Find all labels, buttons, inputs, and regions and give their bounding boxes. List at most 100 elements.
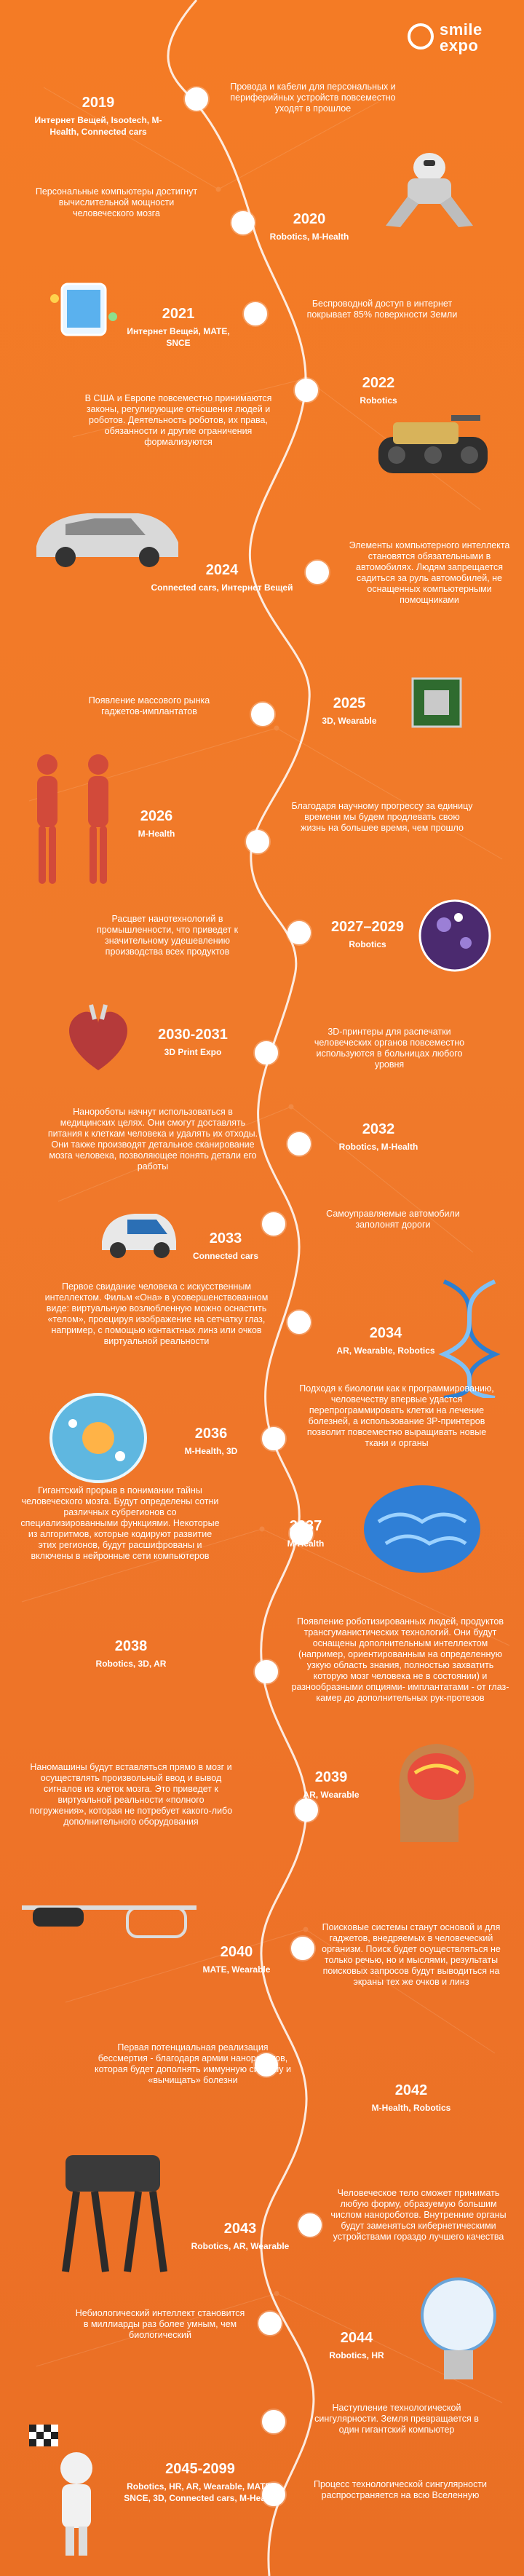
entry-2036: 2036 M-Health, 3D <box>167 1426 255 1457</box>
entry-2027-2029-description: Расцвет нанотехнологий в промышленности,… <box>96 914 239 957</box>
smart-glasses-icon <box>22 1905 196 1938</box>
entry-2024: 2024 Connected cars, Интернет Вещей <box>138 562 306 593</box>
year-label: 2044 <box>340 2330 373 2346</box>
entry-2038-description: Появление роботизированных людей, продук… <box>291 1616 509 1703</box>
tech-tags: Connected cars, Интернет Вещей <box>151 582 293 593</box>
tech-tags: Robotics, M-Health <box>338 1142 418 1152</box>
entry-2045-2099: 2045-2099 Robotics, HR, AR, Wearable, MA… <box>124 2461 277 2504</box>
year-label: 2019 <box>82 95 115 111</box>
timeline-dot-2044 <box>258 2312 282 2335</box>
brain-icon <box>364 1485 480 1573</box>
tech-tags: Robotics, M-Health <box>269 232 349 242</box>
tech-tags: Robotics, AR, Wearable <box>191 2241 290 2251</box>
year-label: 2021 <box>162 306 195 322</box>
entry-2022: 2022 Robotics <box>342 375 415 406</box>
tech-tags: MATE, Wearable <box>202 1964 271 1975</box>
entry-2037: 2037 M-Health <box>269 1518 342 1549</box>
entry-2021-description: Беспроводной доступ в интернет покрывает… <box>306 299 458 320</box>
year-label: 2025 <box>333 695 366 711</box>
timeline-dot-2040 <box>291 1937 314 1960</box>
year-label: 2037 <box>289 1518 322 1534</box>
entry-2020-description: Персональные компьютеры достигнут вычисл… <box>35 186 198 218</box>
timeline-dot-2024 <box>306 561 329 584</box>
entry-2026-description: Благодаря научному прогрессу за единицу … <box>291 801 473 833</box>
tech-tags: Интернет Вещей, Isootech, M-Health, Conn… <box>34 115 162 137</box>
year-label: 2030-2031 <box>158 1027 228 1043</box>
tech-tags: M-Health, Robotics <box>371 2103 451 2113</box>
timeline-dot-2027-2029 <box>287 921 311 944</box>
year-label: 2039 <box>314 1769 348 1785</box>
tech-tags: M-Health, 3D <box>184 1446 238 1456</box>
car-icon <box>36 513 178 567</box>
tech-tags: M-Health <box>138 829 175 839</box>
timeline-dot-2020 <box>231 211 255 234</box>
timeline-dot-2043 <box>298 2213 322 2237</box>
chip-icon <box>411 677 462 728</box>
entry-2030-2031: 2030-2031 3D Print Expo <box>146 1027 240 1058</box>
logo-line-1: smile <box>440 20 483 39</box>
nanosphere-icon <box>418 899 491 972</box>
tech-tags: Robotics <box>360 395 397 406</box>
dna-icon <box>438 1279 501 1398</box>
year-label: 2024 <box>205 562 239 578</box>
timeline-dot-2021 <box>244 302 267 325</box>
finish-robot-icon <box>29 2425 92 2556</box>
tech-tags: 3D, Wearable <box>322 716 377 726</box>
entry-2021: 2021 Интернет Вещей, MATE, SNCE <box>116 306 240 349</box>
entry-2043: 2043 Robotics, AR, Wearable <box>182 2221 298 2252</box>
timeline-dot-2036 <box>262 1427 285 1450</box>
timeline-dot-2025 <box>251 703 274 726</box>
tech-tags: 3D Print Expo <box>164 1047 222 1057</box>
entry-2045-2099-description: Наступление технологической сингулярност… <box>314 2403 479 2435</box>
timeline-dot-2037 <box>290 1522 313 1545</box>
year-label: 2020 <box>293 211 326 227</box>
timeline-dot-2030-2031 <box>255 1041 278 1064</box>
year-label: 2032 <box>362 1121 395 1137</box>
lightbulb-icon <box>421 2277 496 2379</box>
entry-2032: 2032 Robotics, M-Health <box>328 1121 429 1153</box>
entry-2026: 2026 M-Health <box>127 808 186 839</box>
entry-2038: 2038 Robotics, 3D, AR <box>80 1638 182 1670</box>
entry-2025: 2025 3D, Wearable <box>306 695 393 727</box>
year-label: 2042 <box>394 2082 428 2098</box>
timeline-dot-2034 <box>287 1311 311 1334</box>
anatomy-icon <box>37 754 108 884</box>
tech-tags: AR, Wearable <box>303 1790 360 1800</box>
entry-2037-description: Гигантский прорыв в понимании тайны чело… <box>20 1485 220 1561</box>
year-label: 2043 <box>223 2221 257 2237</box>
entry-2036-description: Подходя к биологии как к программировани… <box>299 1383 494 1448</box>
year-label: 2038 <box>114 1638 148 1654</box>
smile-logo-icon <box>408 23 434 50</box>
timeline-dot-2026 <box>246 830 269 853</box>
tech-tags: Robotics, HR <box>329 2350 384 2360</box>
tech-tags: AR, Wearable, Robotics <box>336 1346 435 1356</box>
tech-tags: Robotics, 3D, AR <box>95 1659 167 1669</box>
entry-2033-description: Самоуправляемые автомобили заполонят дор… <box>326 1209 460 1230</box>
tank-robot-icon <box>378 415 488 473</box>
entry-2044-description: Небиологический интеллект становится в м… <box>75 2308 245 2340</box>
entry-2024-description: Элементы компьютерного интеллекта станов… <box>349 540 510 605</box>
crouching-robot-icon <box>386 153 473 227</box>
year-label: 2022 <box>362 375 395 391</box>
entry-2020: 2020 Robotics, M-Health <box>255 211 364 242</box>
year-label: 2036 <box>194 1426 228 1442</box>
entry-2040: 2040 MATE, Wearable <box>193 1944 280 1975</box>
timeline-dot-2045-2099 <box>262 2410 285 2433</box>
cell-icon <box>49 1393 147 1483</box>
smile-expo-logo: smile expo <box>408 20 502 57</box>
year-label: 2033 <box>209 1230 242 1246</box>
timeline-dot-2042 <box>255 2053 278 2077</box>
head-scan-icon <box>399 1744 475 1842</box>
entry-2027-2029: 2027–2029 Robotics <box>320 919 415 950</box>
entry-2034-description: Первое свидание человека с искусственным… <box>44 1281 269 1346</box>
robot-dog-icon <box>62 2155 167 2272</box>
tech-tags: Robotics <box>349 939 386 949</box>
smartphone-icon <box>50 283 117 336</box>
tech-tags: M-Health <box>287 1538 325 1549</box>
entry-2022-description: В США и Европе повсеместно принимаются з… <box>84 393 272 447</box>
entry-2033: 2033 Connected cars <box>182 1230 269 1262</box>
entry-2019: 2019 Интернет Вещей, Isootech, M-Health,… <box>22 95 175 138</box>
entry-2045-2099-description-2: Процесс технологической сингулярности ра… <box>313 2479 488 2500</box>
